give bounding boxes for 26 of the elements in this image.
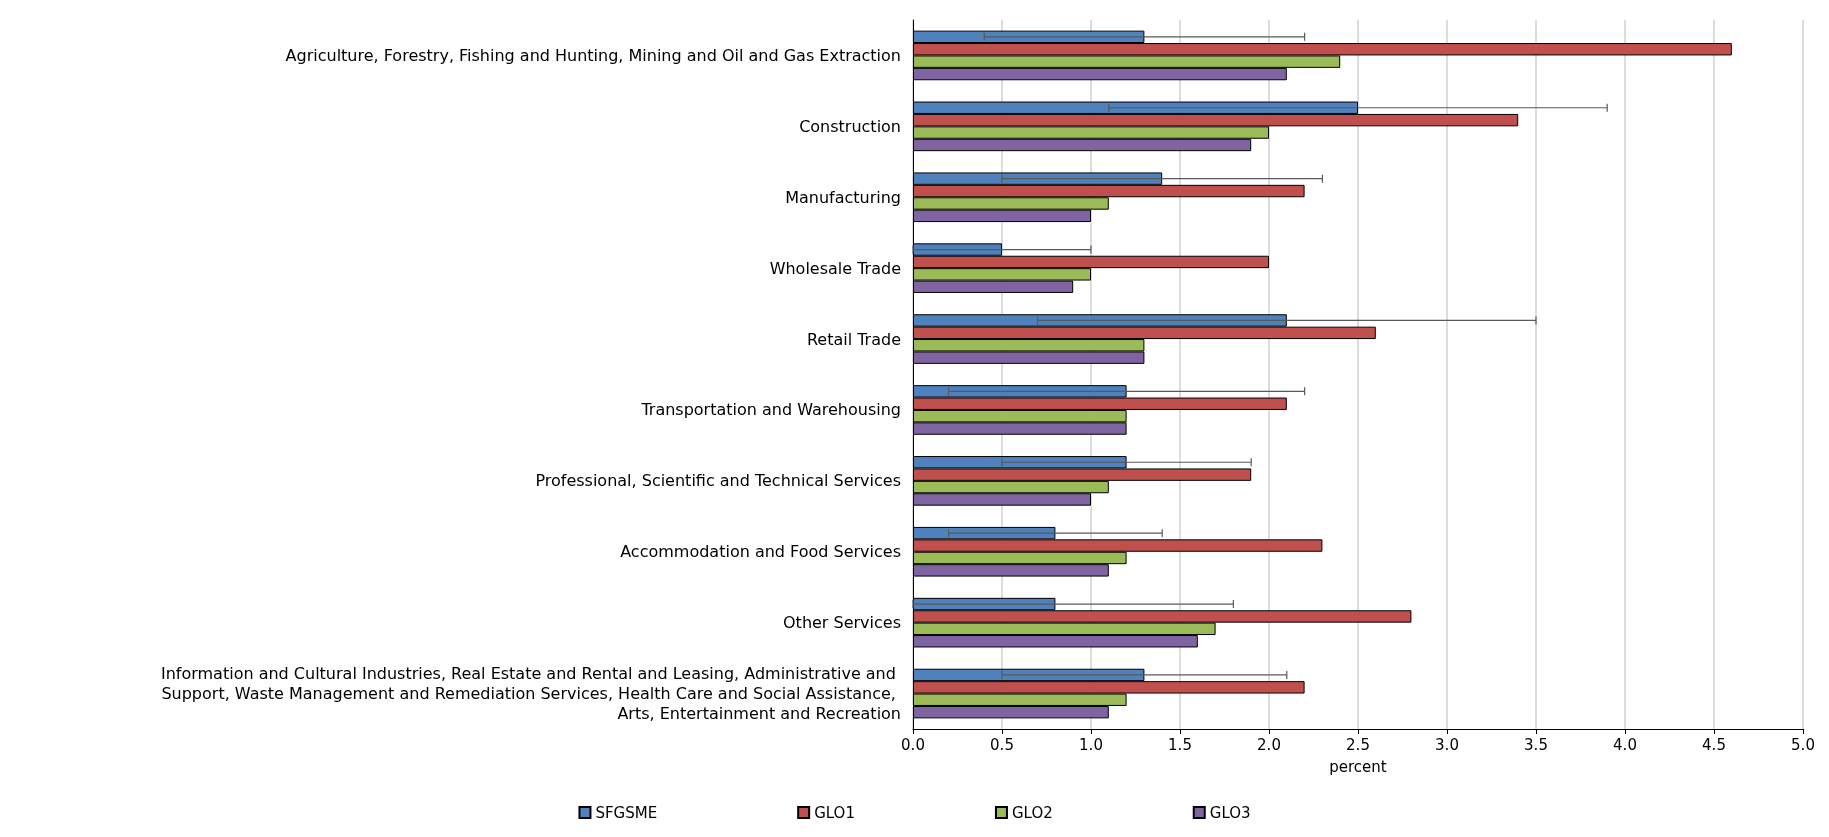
x-tick-label: 5.0 (1791, 735, 1815, 754)
x-tick-label: 3.0 (1435, 735, 1459, 754)
y-tick-label: Information and Cultural Industries, Real Estate and Rental and Leasing, Administrative and Support, Waste Management and Remediation Services, Health Care and Social Assistance, Arts, Entertainment and Recreation (160, 664, 901, 724)
y-tick-label: Professional, Scientific and Technical Services (535, 471, 901, 491)
x-tick-label: 3.5 (1524, 735, 1548, 754)
y-tick-label: Transportation and Warehousing (640, 400, 901, 420)
y-tick-label: Wholesale Trade (769, 258, 901, 278)
x-tick-label: 4.5 (1702, 735, 1726, 754)
x-tick-label: 0.5 (990, 735, 1014, 754)
legend-label: GLO2 (1011, 803, 1053, 822)
x-tick-label: 1.0 (1079, 735, 1103, 754)
legend-label: GLO1 (814, 803, 855, 822)
x-tick-label: 1.5 (1168, 735, 1192, 754)
y-tick-label: Other Services (783, 613, 901, 633)
x-tick-label: 4.0 (1613, 735, 1637, 754)
legend-label: GLO3 (1209, 803, 1251, 822)
y-tick-label: Retail Trade (806, 329, 901, 349)
y-tick-label: Accommodation and Food Services (620, 542, 901, 562)
legend-label: SFGSME (595, 803, 658, 822)
x-tick-label: 2.5 (1346, 735, 1370, 754)
y-tick-label: Construction (799, 116, 901, 136)
y-tick-label: Manufacturing (785, 187, 901, 207)
y-tick-label: Agriculture, Forestry, Fishing and Hunting, Mining and Oil and Gas Extraction (285, 45, 901, 65)
x-tick-label: 0.0 (901, 735, 925, 754)
x-axis-title: percent (1329, 757, 1387, 776)
x-tick-label: 2.0 (1257, 735, 1281, 754)
